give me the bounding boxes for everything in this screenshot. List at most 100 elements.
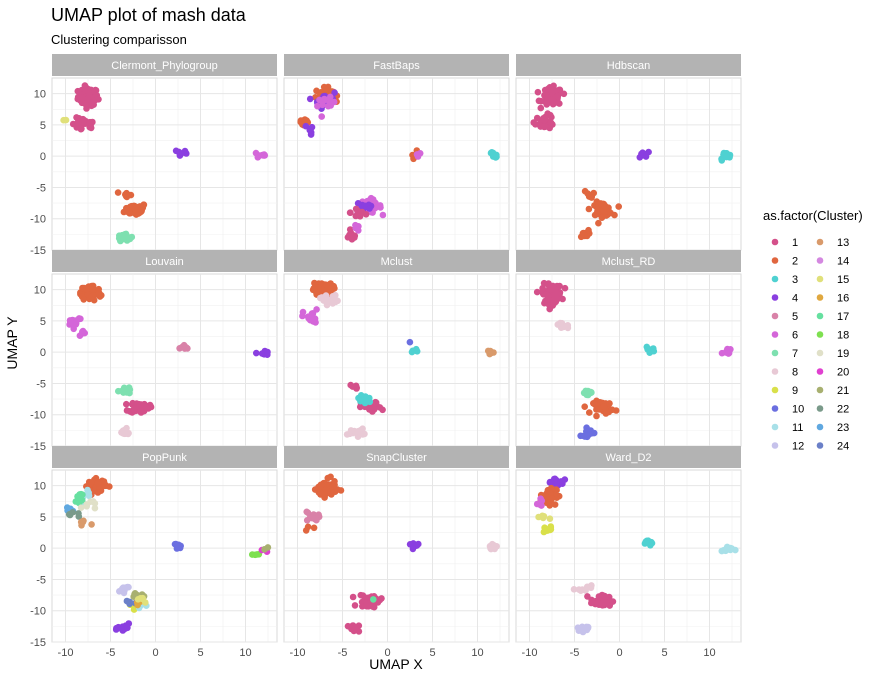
data-point (550, 100, 558, 107)
data-point (643, 343, 651, 351)
legend-label: 18 (837, 330, 849, 342)
data-point (556, 319, 564, 327)
data-point (303, 508, 311, 516)
data-point (609, 598, 617, 605)
data-point (493, 151, 500, 159)
legend-key (771, 294, 779, 301)
data-point (67, 318, 74, 326)
facet-strip-label: Mclust_RD (602, 256, 656, 268)
data-point (114, 189, 122, 196)
x-tick-label: 5 (429, 647, 435, 659)
data-point (581, 403, 588, 411)
data-point (584, 593, 591, 600)
data-point (542, 92, 549, 99)
data-point (586, 409, 593, 416)
data-point (570, 586, 578, 593)
data-point (317, 482, 325, 490)
facet-strip-label: Louvain (145, 256, 184, 268)
data-point (177, 150, 185, 157)
data-point (594, 206, 601, 214)
data-point (379, 211, 387, 219)
facet-strip-label: Clermont_Phylogroup (111, 60, 217, 72)
legend-label: 17 (837, 311, 849, 323)
y-tick-label: 0 (40, 347, 46, 359)
data-point (585, 226, 592, 234)
legend-label: 14 (837, 256, 849, 268)
data-point (533, 114, 541, 122)
data-point (80, 296, 87, 303)
legend-key (771, 349, 779, 357)
legend-key (816, 423, 824, 431)
data-point (79, 94, 86, 101)
data-point (554, 92, 562, 100)
x-tick-label: -5 (338, 647, 348, 659)
data-point (543, 493, 550, 501)
data-point (124, 624, 131, 632)
x-tick-label: 0 (152, 647, 158, 659)
data-point (311, 284, 319, 292)
data-point (363, 603, 371, 610)
data-point (723, 347, 730, 355)
data-point (113, 624, 120, 632)
facet-panel: Ward_D2 -10 -5 0 5 10 (515, 446, 742, 659)
points (533, 475, 739, 636)
legend-label: 4 (792, 293, 798, 305)
data-point (487, 347, 494, 355)
data-point (547, 119, 555, 127)
legend-label: 8 (792, 367, 798, 379)
data-point (126, 389, 133, 397)
data-point (331, 89, 338, 96)
data-point (183, 150, 190, 157)
chart-subtitle: Clustering comparisson (51, 32, 187, 47)
data-point (121, 430, 129, 438)
data-point (356, 211, 364, 218)
data-point (583, 625, 590, 632)
facet-panel: Louvain -15 -10 -5 0 5 10 (30, 250, 278, 453)
legend-key (771, 368, 779, 375)
data-point (376, 596, 384, 604)
legend-key (771, 386, 779, 394)
data-point (327, 93, 334, 101)
facet-strip (516, 54, 741, 76)
facet-strip (516, 446, 741, 468)
y-tick-label: -10 (30, 410, 46, 422)
data-point (260, 151, 268, 158)
data-point (533, 288, 541, 296)
data-point (362, 398, 370, 405)
data-point (72, 319, 80, 327)
data-point (85, 492, 93, 500)
legend-title: as.factor(Cluster) (763, 208, 863, 223)
facet-strip (52, 446, 277, 468)
data-point (347, 427, 355, 434)
data-point (309, 315, 316, 322)
legend-key (771, 442, 779, 449)
data-point (352, 382, 360, 390)
facet-panel: SnapCluster -10 -5 0 5 10 (283, 446, 510, 659)
x-tick-label: 10 (703, 647, 715, 659)
data-point (137, 595, 144, 602)
legend-label: 15 (837, 274, 849, 286)
data-point (593, 412, 600, 420)
facet-strip (516, 250, 741, 272)
data-point (409, 545, 417, 553)
data-point (315, 511, 322, 518)
data-point (86, 118, 94, 126)
legend-key (771, 238, 779, 246)
data-point (406, 338, 414, 346)
data-point (352, 626, 359, 633)
legend-label: 7 (792, 348, 798, 360)
facet-panels: Clermont_Phylogroup -15 -10 -5 0 5 10 FastBaps H… (30, 54, 742, 659)
legend-label: 5 (792, 311, 798, 323)
data-point (351, 602, 359, 609)
y-tick-label: 5 (40, 120, 46, 132)
data-point (357, 591, 365, 599)
data-point (608, 406, 616, 414)
data-point (370, 596, 377, 603)
chart-title: UMAP plot of mash data (51, 5, 247, 25)
data-point (557, 478, 565, 485)
data-point (73, 114, 80, 121)
data-point (544, 110, 551, 117)
data-point (126, 210, 133, 217)
data-point (352, 205, 360, 213)
